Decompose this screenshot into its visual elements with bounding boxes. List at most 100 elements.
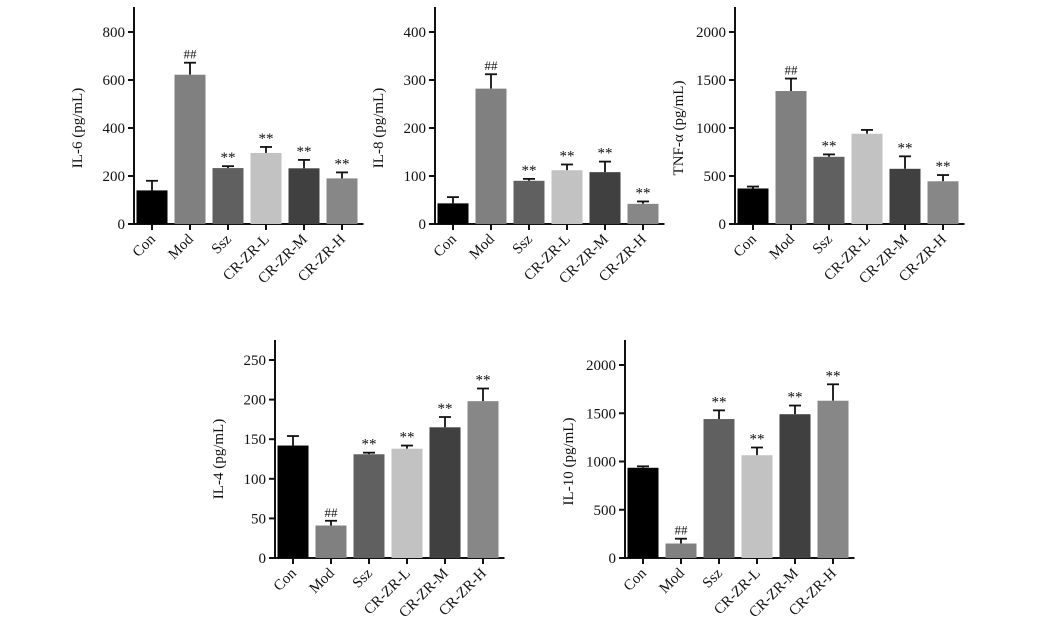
y-axis-label: IL-8 (pg/mL) [371, 88, 387, 168]
significance-label: ** [560, 148, 575, 164]
x-tick-label: Ssz [350, 565, 376, 591]
x-tick-label: Ssz [209, 231, 235, 257]
bar-mod [315, 525, 347, 558]
significance-label: ** [636, 185, 651, 201]
y-tick-label: 1500 [696, 73, 726, 89]
significance-label: ** [598, 146, 613, 162]
bar-cr-zr-m [288, 168, 320, 224]
x-tick-label: Con [130, 231, 159, 260]
bar-cr-zr-l [851, 133, 883, 224]
chart-panel-1: 0 200 400 600 800 IL-6 (pg/mL) Con ## Mod ** Ssz **… [70, 7, 364, 287]
y-tick-label: 1000 [696, 121, 726, 137]
x-tick-label: Ssz [510, 231, 536, 257]
bar-cr-zr-m [889, 168, 921, 224]
y-tick-label: 0 [609, 551, 617, 567]
x-tick-label: Mod [466, 231, 498, 263]
significance-label: ## [485, 58, 499, 73]
significance-label: ** [826, 368, 841, 384]
y-tick-label: 500 [594, 503, 617, 519]
bar-con [437, 203, 469, 224]
bar-ssz [813, 156, 845, 224]
bar-cr-zr-h [467, 401, 499, 558]
bar-cr-zr-h [817, 400, 849, 558]
significance-label: ## [785, 63, 799, 78]
bar-ssz [353, 454, 385, 558]
bar-con [277, 445, 309, 558]
significance-label: ** [297, 144, 312, 160]
y-tick-label: 0 [719, 217, 727, 233]
bar-cr-zr-m [429, 427, 461, 558]
significance-label: ** [362, 437, 377, 453]
y-tick-label: 0 [259, 551, 267, 567]
y-tick-label: 2000 [586, 358, 616, 374]
x-tick-label: Con [621, 565, 650, 594]
bar-con [627, 467, 659, 558]
bar-cr-zr-m [589, 172, 621, 224]
y-tick-label: 50 [251, 511, 266, 527]
chart-panel-4: 0 50 100 150 200 250 IL-4 (pg/mL) Con ## Mod ** Ssz… [211, 340, 505, 621]
y-tick-label: 200 [404, 121, 427, 137]
y-tick-label: 800 [103, 25, 126, 41]
bar-cr-zr-h [326, 178, 358, 224]
y-axis-label: IL-10 (pg/mL) [561, 418, 577, 506]
bar-mod [475, 88, 507, 224]
x-tick-label: Ssz [810, 231, 836, 257]
bar-mod [665, 543, 697, 558]
x-tick-label: Con [731, 231, 760, 260]
y-tick-label: 100 [404, 169, 427, 185]
significance-label: ** [788, 390, 803, 406]
bar-ssz [703, 419, 735, 558]
bar-cr-zr-l [250, 152, 282, 224]
significance-label: ** [750, 432, 765, 448]
significance-label: ** [936, 159, 951, 175]
x-tick-label: Con [271, 565, 300, 594]
bar-con [136, 190, 168, 224]
significance-label: ** [822, 138, 837, 154]
significance-label: ## [184, 47, 198, 62]
significance-label: ** [221, 150, 236, 166]
y-axis-label: IL-6 (pg/mL) [70, 88, 86, 168]
bar-cr-zr-l [551, 170, 583, 224]
y-tick-label: 400 [103, 121, 126, 137]
y-tick-label: 1000 [586, 455, 616, 471]
x-tick-label: Ssz [700, 565, 726, 591]
chart-panel-5: 0 500 1000 1500 2000 IL-10 (pg/mL) Con ## Mod ** S… [561, 340, 855, 621]
chart-panel-3: 0 500 1000 1500 2000 TNF-α (pg/mL) Con ## Mod ** S… [671, 7, 965, 287]
x-tick-label: Mod [306, 565, 338, 597]
x-tick-label: Mod [656, 565, 688, 597]
bar-cr-zr-l [741, 455, 773, 558]
significance-label: ** [522, 163, 537, 179]
bar-ssz [212, 168, 244, 224]
y-tick-label: 0 [118, 217, 126, 233]
bar-cr-zr-h [627, 203, 659, 224]
y-tick-label: 500 [704, 169, 727, 185]
significance-label: ## [325, 505, 339, 520]
bar-cr-zr-m [779, 414, 811, 558]
y-tick-label: 250 [244, 353, 267, 369]
y-tick-label: 300 [404, 73, 427, 89]
y-tick-label: 150 [244, 432, 267, 448]
bar-cr-zr-h [927, 181, 959, 224]
x-tick-label: Mod [165, 231, 197, 263]
y-tick-label: 100 [244, 472, 267, 488]
significance-label: ** [259, 131, 274, 147]
significance-label: ## [675, 523, 689, 538]
bar-ssz [513, 180, 545, 224]
y-tick-label: 2000 [696, 25, 726, 41]
significance-label: ** [335, 156, 350, 172]
bar-con [737, 188, 769, 224]
bar-cr-zr-l [391, 448, 423, 558]
significance-label: ** [712, 394, 727, 410]
bar-mod [775, 91, 807, 224]
significance-label: ** [400, 430, 415, 446]
x-tick-label: Mod [766, 231, 798, 263]
y-tick-label: 600 [103, 73, 126, 89]
significance-label: ** [898, 140, 913, 156]
bar-mod [174, 74, 206, 224]
y-tick-label: 1500 [586, 406, 616, 422]
y-tick-label: 0 [419, 217, 427, 233]
chart-panel-2: 0 100 200 300 400 IL-8 (pg/mL) Con ## Mod ** Ssz **… [371, 7, 665, 287]
significance-label: ** [438, 401, 453, 417]
y-tick-label: 200 [244, 393, 267, 409]
